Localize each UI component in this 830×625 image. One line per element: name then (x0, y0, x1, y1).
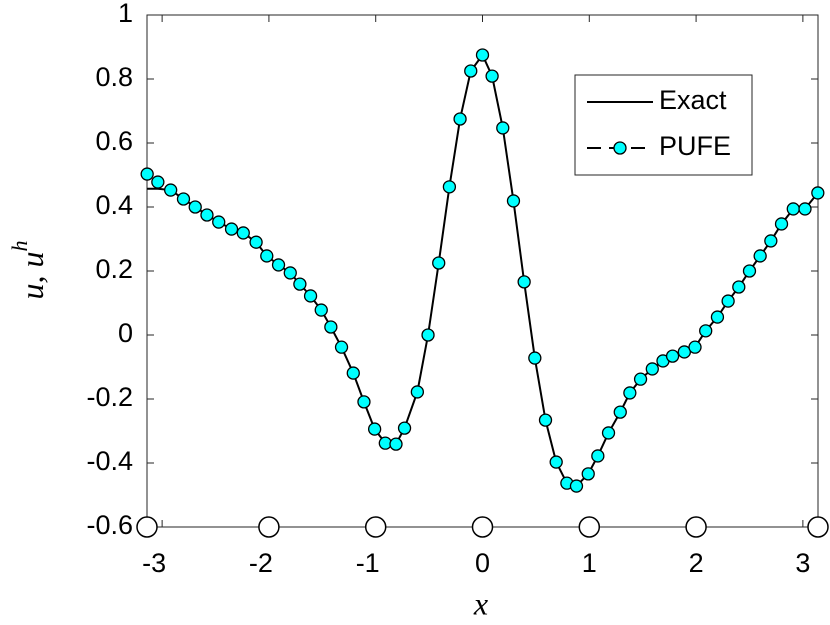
y-tick-label: 0 (118, 318, 133, 348)
x-axis-label: x (473, 585, 488, 621)
pufe-marker (283, 266, 297, 280)
y-tick-label: -0.4 (86, 446, 133, 476)
pufe-marker (774, 217, 789, 231)
pufe-marker (485, 69, 499, 83)
pufe-marker (496, 121, 510, 135)
node-marker (136, 516, 158, 538)
pufe-marker (164, 183, 178, 197)
pufe-marker (212, 215, 226, 229)
node-marker (471, 516, 494, 538)
y-tick-label: -0.2 (86, 382, 133, 412)
pufe-marker (613, 405, 627, 419)
pufe-marker (721, 294, 735, 308)
y-axis-label-sup: h (7, 241, 32, 252)
pufe-marker (442, 180, 457, 194)
pufe-marker (645, 362, 659, 376)
pufe-marker (453, 112, 467, 126)
pufe-marker (151, 175, 165, 189)
pufe-marker (517, 275, 531, 289)
pufe-marker (140, 167, 154, 181)
pufe-marker (176, 192, 191, 206)
y-tick-label: 0.8 (95, 62, 133, 92)
pufe-marker (314, 303, 328, 317)
pufe-marker (710, 310, 725, 324)
pufe-marker (581, 467, 595, 481)
pufe-marker (397, 421, 412, 435)
pufe-marker (475, 48, 490, 62)
pufe-marker (367, 422, 382, 436)
y-axis-label: u, uh (7, 241, 50, 300)
pufe-marker (249, 235, 263, 249)
y-tick-label: 0.2 (95, 254, 133, 284)
pufe-marker (549, 455, 563, 469)
node-marker (364, 516, 387, 538)
pufe-marker (528, 351, 542, 365)
x-tick-label: -3 (142, 548, 166, 578)
pufe-marker (601, 426, 616, 440)
pufe-marker (324, 320, 338, 334)
y-tick-label: 0.4 (95, 190, 133, 220)
pufe-marker (677, 345, 691, 359)
legend-label: Exact (659, 85, 727, 115)
pufe-marker (538, 413, 553, 427)
pufe-marker (753, 249, 767, 263)
pufe-marker (506, 194, 521, 208)
legend-swatch-marker (613, 141, 627, 155)
pufe-marker (188, 200, 202, 214)
pufe-marker (591, 449, 605, 463)
x-tick-label: 2 (689, 548, 704, 578)
pufe-marker (699, 324, 713, 338)
pufe-marker (464, 64, 478, 78)
legend-box (574, 74, 753, 176)
pufe-marker (688, 340, 702, 354)
pufe-marker (798, 202, 812, 216)
pufe-marker (569, 479, 584, 493)
x-tick-label: -2 (249, 548, 273, 578)
pufe-marker (732, 280, 746, 294)
pufe-marker (811, 186, 825, 200)
pufe-marker (224, 222, 239, 236)
node-marker (807, 516, 829, 538)
x-tick-label: 3 (795, 548, 810, 578)
legend-label: PUFE (659, 131, 731, 161)
pufe-marker (303, 289, 318, 303)
pufe-marker (200, 208, 214, 222)
x-tick-label: 1 (582, 548, 597, 578)
pufe-marker (764, 234, 778, 248)
pufe-marker (421, 328, 435, 342)
y-tick-label: 0.6 (95, 126, 133, 156)
node-marker (258, 516, 280, 538)
pufe-marker (742, 264, 757, 278)
node-marker (578, 516, 601, 538)
pufe-marker (346, 366, 360, 380)
pufe-marker (623, 386, 637, 400)
pufe-marker (633, 372, 648, 386)
pufe-marker (357, 395, 371, 409)
y-tick-label: -0.6 (86, 510, 133, 540)
pufe-marker (389, 437, 403, 451)
plot-area (136, 48, 829, 538)
pufe-marker (786, 202, 800, 216)
y-axis-label-main: u, u (14, 252, 50, 300)
pufe-marker (236, 226, 250, 240)
pufe-marker (260, 249, 274, 263)
pufe-marker (293, 277, 307, 291)
pufe-marker (410, 385, 425, 399)
x-tick-label: 0 (475, 548, 490, 578)
pufe-marker (334, 340, 349, 354)
pufe-marker (432, 256, 446, 270)
pufe-marker (271, 258, 286, 272)
x-tick-label: -1 (356, 548, 380, 578)
node-marker (685, 516, 707, 538)
y-tick-label: 1 (118, 0, 133, 28)
pufe-marker (665, 349, 680, 363)
